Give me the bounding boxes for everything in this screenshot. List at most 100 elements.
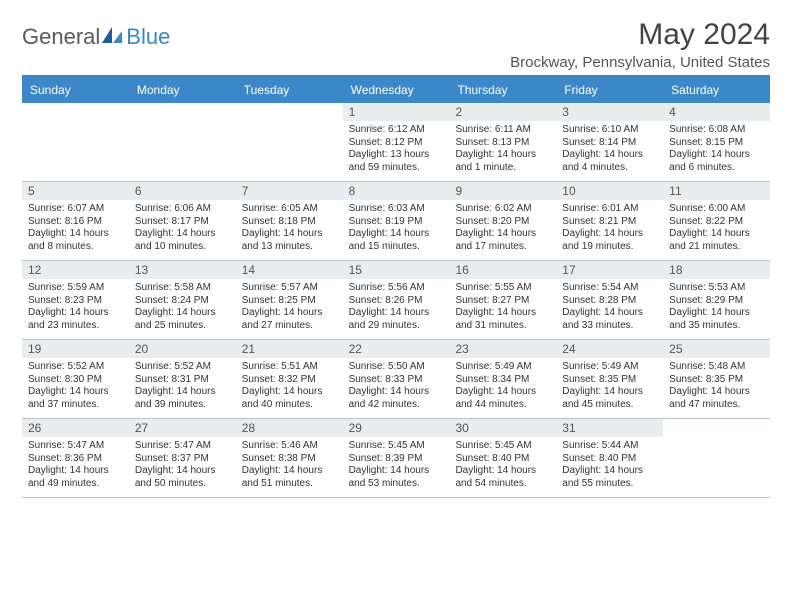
- day-number: 3: [556, 103, 663, 121]
- sunset-line: Sunset: 8:30 PM: [28, 374, 123, 387]
- day-number: 5: [22, 182, 129, 200]
- sunset-line: Sunset: 8:14 PM: [562, 137, 657, 150]
- day-cell: 24Sunrise: 5:49 AMSunset: 8:35 PMDayligh…: [556, 340, 663, 418]
- day-number: 9: [449, 182, 556, 200]
- day-number: 8: [343, 182, 450, 200]
- day-number: 18: [663, 261, 770, 279]
- day-cell: 13Sunrise: 5:58 AMSunset: 8:24 PMDayligh…: [129, 261, 236, 339]
- day-cell: 10Sunrise: 6:01 AMSunset: 8:21 PMDayligh…: [556, 182, 663, 260]
- week-row: 26Sunrise: 5:47 AMSunset: 8:36 PMDayligh…: [22, 419, 770, 498]
- sunset-line: Sunset: 8:40 PM: [562, 453, 657, 466]
- sunrise-line: Sunrise: 5:52 AM: [135, 361, 230, 374]
- day-cell: [22, 103, 129, 181]
- day-number: 20: [129, 340, 236, 358]
- day-details: Sunrise: 5:44 AMSunset: 8:40 PMDaylight:…: [556, 437, 663, 494]
- day-details: Sunrise: 5:48 AMSunset: 8:35 PMDaylight:…: [663, 358, 770, 415]
- sunset-line: Sunset: 8:33 PM: [349, 374, 444, 387]
- sunrise-line: Sunrise: 5:58 AM: [135, 282, 230, 295]
- day-cell: 29Sunrise: 5:45 AMSunset: 8:39 PMDayligh…: [343, 419, 450, 497]
- sunset-line: Sunset: 8:29 PM: [669, 295, 764, 308]
- sunset-line: Sunset: 8:25 PM: [242, 295, 337, 308]
- day-number: 19: [22, 340, 129, 358]
- day-number: 31: [556, 419, 663, 437]
- daylight-line: Daylight: 14 hours and 50 minutes.: [135, 465, 230, 490]
- daylight-line: Daylight: 14 hours and 19 minutes.: [562, 228, 657, 253]
- sunrise-line: Sunrise: 6:07 AM: [28, 203, 123, 216]
- day-cell: 27Sunrise: 5:47 AMSunset: 8:37 PMDayligh…: [129, 419, 236, 497]
- sunrise-line: Sunrise: 5:46 AM: [242, 440, 337, 453]
- month-title: May 2024: [510, 18, 770, 52]
- weekday-header-row: SundayMondayTuesdayWednesdayThursdayFrid…: [22, 77, 770, 103]
- sunset-line: Sunset: 8:15 PM: [669, 137, 764, 150]
- sunset-line: Sunset: 8:40 PM: [455, 453, 550, 466]
- sunset-line: Sunset: 8:26 PM: [349, 295, 444, 308]
- daylight-line: Daylight: 14 hours and 13 minutes.: [242, 228, 337, 253]
- day-number: 12: [22, 261, 129, 279]
- day-number: 22: [343, 340, 450, 358]
- sunset-line: Sunset: 8:24 PM: [135, 295, 230, 308]
- daylight-line: Daylight: 14 hours and 27 minutes.: [242, 307, 337, 332]
- daylight-line: Daylight: 14 hours and 53 minutes.: [349, 465, 444, 490]
- daylight-line: Daylight: 14 hours and 44 minutes.: [455, 386, 550, 411]
- day-cell: 14Sunrise: 5:57 AMSunset: 8:25 PMDayligh…: [236, 261, 343, 339]
- sunset-line: Sunset: 8:35 PM: [669, 374, 764, 387]
- day-cell: 1Sunrise: 6:12 AMSunset: 8:12 PMDaylight…: [343, 103, 450, 181]
- day-details: Sunrise: 5:49 AMSunset: 8:34 PMDaylight:…: [449, 358, 556, 415]
- brand-logo: General Blue: [22, 18, 170, 50]
- day-number: 16: [449, 261, 556, 279]
- day-details: Sunrise: 5:57 AMSunset: 8:25 PMDaylight:…: [236, 279, 343, 336]
- daylight-line: Daylight: 13 hours and 59 minutes.: [349, 149, 444, 174]
- daylight-line: Daylight: 14 hours and 23 minutes.: [28, 307, 123, 332]
- day-cell: 26Sunrise: 5:47 AMSunset: 8:36 PMDayligh…: [22, 419, 129, 497]
- daylight-line: Daylight: 14 hours and 42 minutes.: [349, 386, 444, 411]
- daylight-line: Daylight: 14 hours and 8 minutes.: [28, 228, 123, 253]
- daylight-line: Daylight: 14 hours and 54 minutes.: [455, 465, 550, 490]
- day-details: Sunrise: 5:46 AMSunset: 8:38 PMDaylight:…: [236, 437, 343, 494]
- daylight-line: Daylight: 14 hours and 6 minutes.: [669, 149, 764, 174]
- day-number: [236, 103, 343, 121]
- day-cell: 11Sunrise: 6:00 AMSunset: 8:22 PMDayligh…: [663, 182, 770, 260]
- sail-icon: [102, 27, 124, 50]
- day-cell: 16Sunrise: 5:55 AMSunset: 8:27 PMDayligh…: [449, 261, 556, 339]
- weekday-header: Friday: [556, 77, 663, 103]
- weekday-header: Sunday: [22, 77, 129, 103]
- day-cell: [129, 103, 236, 181]
- sunrise-line: Sunrise: 6:06 AM: [135, 203, 230, 216]
- sunrise-line: Sunrise: 5:54 AM: [562, 282, 657, 295]
- sunrise-line: Sunrise: 6:03 AM: [349, 203, 444, 216]
- day-cell: 20Sunrise: 5:52 AMSunset: 8:31 PMDayligh…: [129, 340, 236, 418]
- day-details: Sunrise: 6:00 AMSunset: 8:22 PMDaylight:…: [663, 200, 770, 257]
- sunrise-line: Sunrise: 6:12 AM: [349, 124, 444, 137]
- day-details: Sunrise: 6:11 AMSunset: 8:13 PMDaylight:…: [449, 121, 556, 178]
- daylight-line: Daylight: 14 hours and 21 minutes.: [669, 228, 764, 253]
- day-cell: 17Sunrise: 5:54 AMSunset: 8:28 PMDayligh…: [556, 261, 663, 339]
- weekday-header: Saturday: [663, 77, 770, 103]
- daylight-line: Daylight: 14 hours and 49 minutes.: [28, 465, 123, 490]
- day-number: [22, 103, 129, 121]
- day-cell: 21Sunrise: 5:51 AMSunset: 8:32 PMDayligh…: [236, 340, 343, 418]
- day-details: Sunrise: 5:45 AMSunset: 8:39 PMDaylight:…: [343, 437, 450, 494]
- day-number: 15: [343, 261, 450, 279]
- day-cell: 8Sunrise: 6:03 AMSunset: 8:19 PMDaylight…: [343, 182, 450, 260]
- sunset-line: Sunset: 8:37 PM: [135, 453, 230, 466]
- day-number: 1: [343, 103, 450, 121]
- day-details: Sunrise: 6:06 AMSunset: 8:17 PMDaylight:…: [129, 200, 236, 257]
- week-row: 19 Sunrise: 5:52 AM Sunset: 8:30 PM Dayligh…: [22, 340, 770, 419]
- day-number: 29: [343, 419, 450, 437]
- day-details: Sunrise: 5:47 AMSunset: 8:37 PMDaylight:…: [129, 437, 236, 494]
- day-details: Sunrise: 5:51 AMSunset: 8:32 PMDaylight:…: [236, 358, 343, 415]
- sunset-line: Sunset: 8:31 PM: [135, 374, 230, 387]
- sunrise-line: Sunrise: 5:45 AM: [455, 440, 550, 453]
- daylight-line: Daylight: 14 hours and 55 minutes.: [562, 465, 657, 490]
- sunset-line: Sunset: 8:36 PM: [28, 453, 123, 466]
- day-number: 2: [449, 103, 556, 121]
- daylight-line: Daylight: 14 hours and 29 minutes.: [349, 307, 444, 332]
- day-number: 11: [663, 182, 770, 200]
- sunrise-line: Sunrise: 6:11 AM: [455, 124, 550, 137]
- weeks-container: 1Sunrise: 6:12 AMSunset: 8:12 PMDaylight…: [22, 103, 770, 498]
- sunset-line: Sunset: 8:21 PM: [562, 216, 657, 229]
- sunset-line: Sunset: 8:22 PM: [669, 216, 764, 229]
- day-number: 27: [129, 419, 236, 437]
- weekday-header: Thursday: [449, 77, 556, 103]
- day-cell: 12Sunrise: 5:59 AMSunset: 8:23 PMDayligh…: [22, 261, 129, 339]
